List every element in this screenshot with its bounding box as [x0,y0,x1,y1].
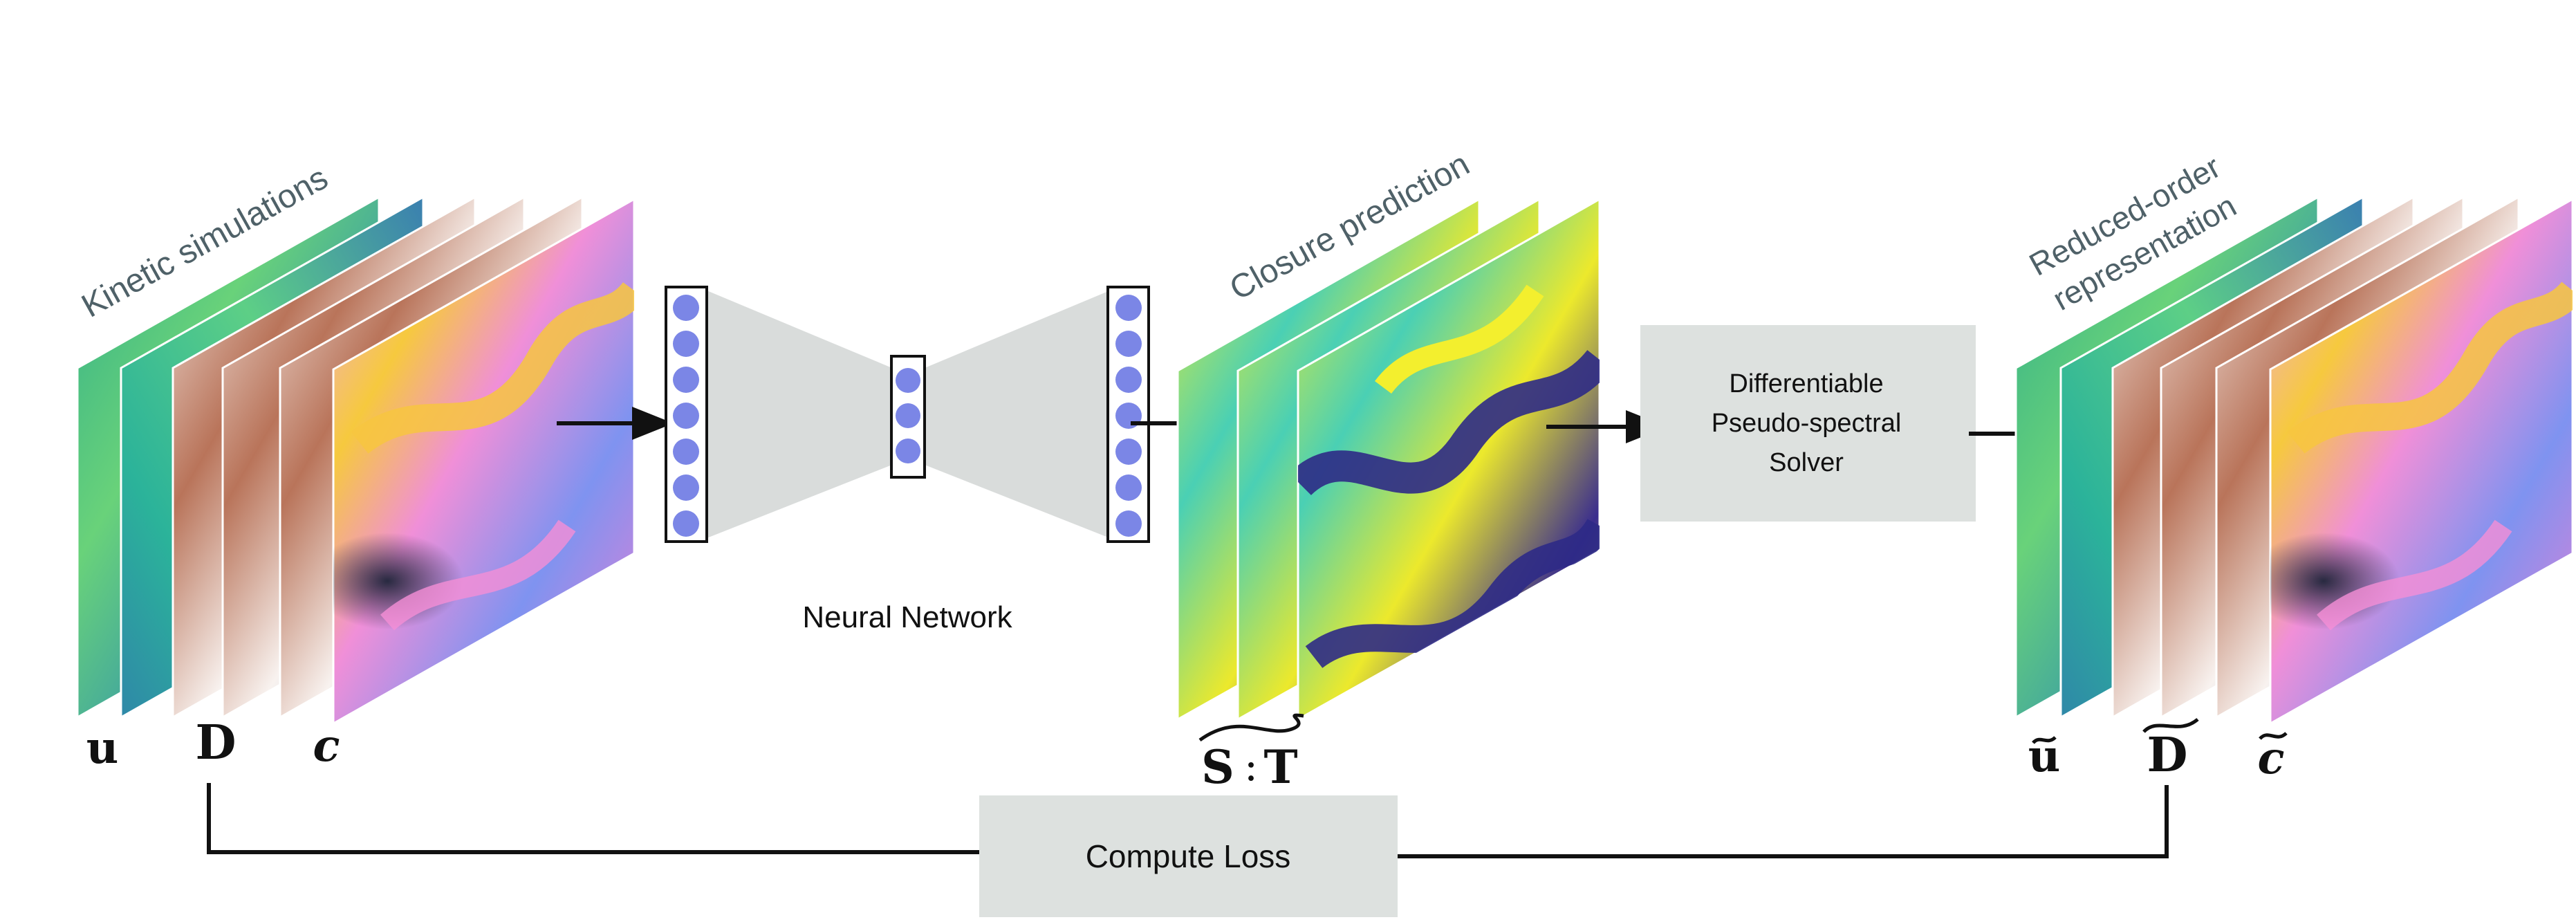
bottleneck-layer-node [896,439,920,463]
input-layer-nodes [673,295,699,537]
input-layer-node [673,474,699,501]
symbol-u: u [86,722,119,774]
tilde-u [2032,736,2057,744]
wide-tilde-S-T [1198,713,1304,742]
symbol-c-tilde: c [2258,732,2288,784]
input-layer-node [673,403,699,429]
output-field-stack [2014,195,2574,726]
input-layer-node [673,510,699,537]
output-layer-node [1115,331,1142,357]
output-layer-node [1115,439,1142,465]
symbol-c: c [313,720,340,772]
input-layer-node [673,331,699,357]
bottleneck-layer-node [896,403,920,428]
input-field-stack [76,195,636,726]
symbol-T: T [1263,740,1297,794]
symbol-D-tilde: D [2142,718,2199,783]
symbol-D: D [196,715,237,771]
decoder-funnel [925,291,1110,538]
bottleneck-layer-nodes [896,368,920,463]
bottleneck-layer-node [896,368,920,393]
solver-label-line3: Solver [1769,448,1844,477]
solver-label-line1: Differentiable [1729,369,1883,398]
solver-box: Differentiable Pseudo-spectral Solver [1640,325,1976,522]
symbol-D-tilde-letter: D [2147,728,2188,783]
input-layer [665,286,708,543]
symbol-colon: : [1244,742,1258,791]
neural-network [665,286,1150,543]
input-layer-node [673,295,699,321]
loss-connector-left [207,783,981,854]
tilde-D [2142,718,2199,733]
neural-network-label: Neural Network [802,600,1012,634]
output-layer-node [1115,367,1142,393]
output-layer-node [1115,474,1142,501]
output-layer-node [1115,510,1142,537]
compute-loss-box: Compute Loss [979,795,1398,917]
compute-loss-label: Compute Loss [1086,838,1291,874]
symbol-u-tilde-letter: u [2028,730,2061,782]
symbol-S-colon-T: S : T [1198,713,1304,794]
tilde-c [2259,732,2288,740]
input-layer-node [673,367,699,393]
output-layer-nodes [1115,295,1142,537]
output-layer-node [1115,295,1142,321]
loss-connector-right [1396,785,2169,858]
encoder-funnel [707,291,892,538]
symbol-c-tilde-letter: c [2258,732,2285,784]
input-layer-node [673,439,699,465]
symbol-S: S [1201,740,1234,794]
symbol-u-tilde: u [2028,730,2061,782]
closure-field-stack [1176,197,1601,721]
solver-label-line2: Pseudo-spectral [1712,409,1902,438]
